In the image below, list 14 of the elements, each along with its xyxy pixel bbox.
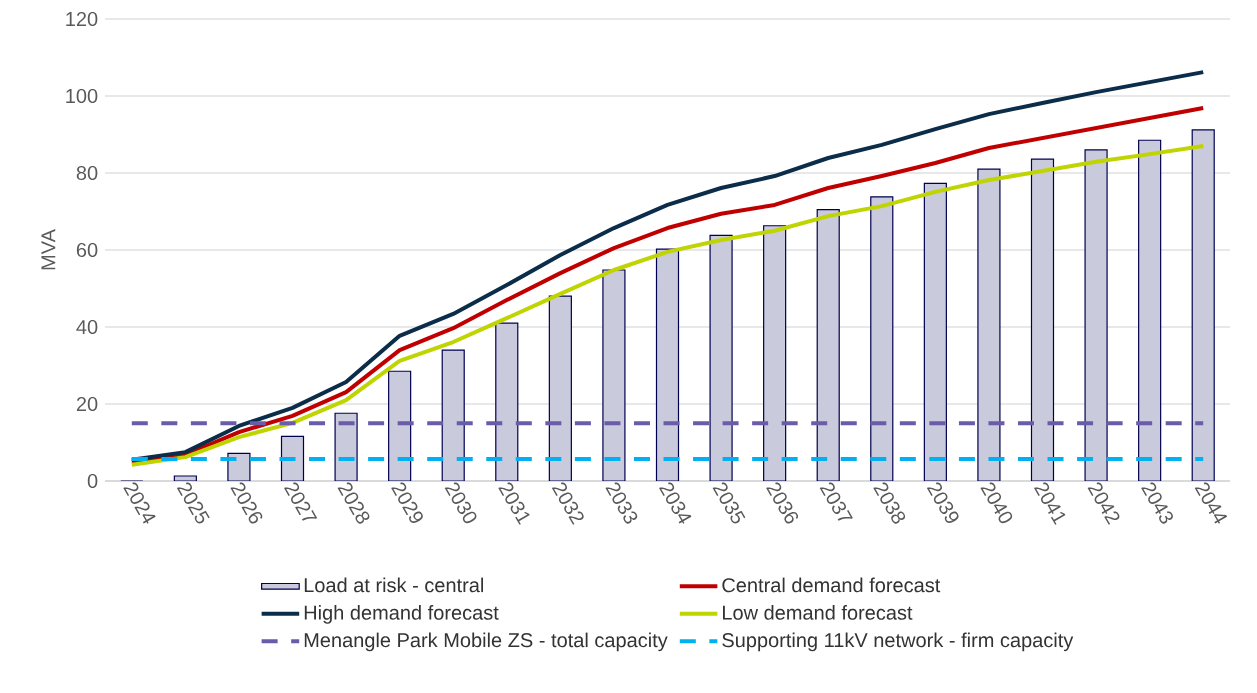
y-tick-label: 60 [76, 242, 98, 258]
legend-label: Menangle Park Mobile ZS - total capacity [304, 632, 668, 652]
legend-label: Load at risk - central [304, 577, 484, 593]
y-tick-label: 100 [66, 88, 98, 104]
y-tick-label: 0 [87, 473, 98, 489]
y-tick-label: 20 [76, 396, 98, 412]
y-axis-title: MVA [41, 229, 56, 270]
legend-label: High demand forecast [304, 605, 499, 624]
y-tick-label: 40 [76, 319, 98, 335]
legend-label: Supporting 11kV network - firm capacity [722, 632, 1074, 652]
y-tick-label: 80 [76, 165, 98, 181]
y-tick-label: 120 [66, 11, 98, 27]
legend-label: Central demand forecast [722, 577, 941, 593]
legend-label: Low demand forecast [723, 605, 913, 620]
